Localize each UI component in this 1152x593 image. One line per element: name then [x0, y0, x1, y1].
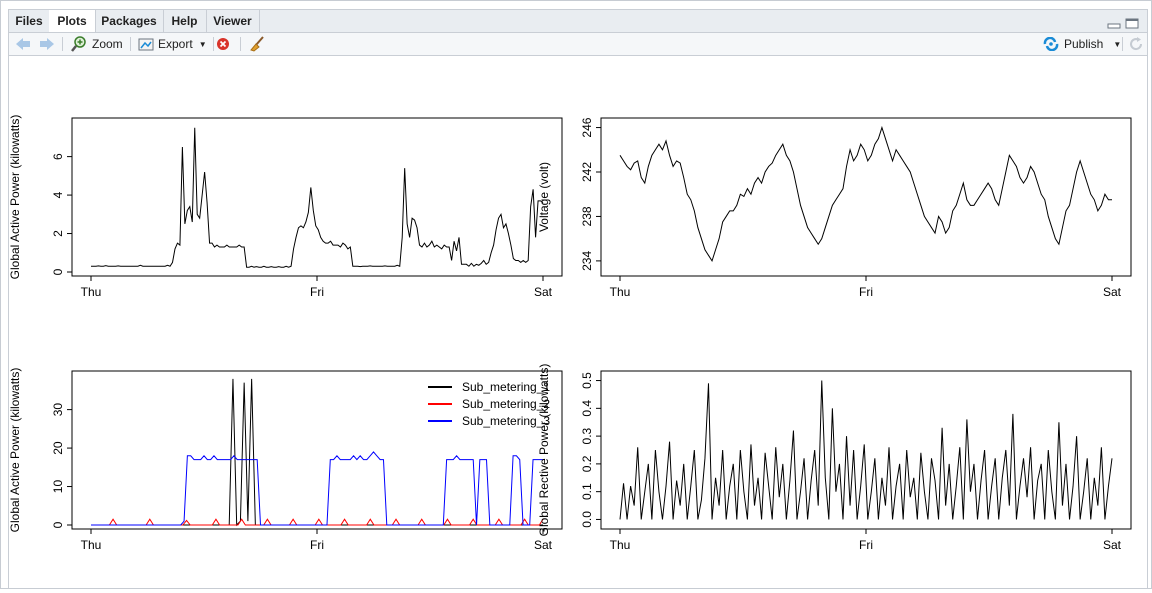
zoom-button[interactable]: Zoom: [71, 35, 123, 53]
minimize-pane-icon[interactable]: [1107, 16, 1121, 29]
tab-files[interactable]: Files: [9, 10, 50, 33]
series-line-sub-metering-2: [91, 518, 544, 526]
export-icon: [138, 37, 154, 51]
tab-plots[interactable]: Plots: [49, 10, 96, 33]
x-tick-label: Thu: [610, 538, 631, 552]
y-tick-label: 0.3: [580, 427, 594, 444]
y-axis-label: Global Rective Power (kilowatts): [537, 364, 551, 537]
chevron-down-icon: ▼: [198, 39, 207, 49]
y-tick-label: 0.1: [580, 483, 594, 500]
y-tick-label: 0.5: [580, 372, 594, 389]
series-line-main: [619, 125, 1112, 263]
remove-plot-icon[interactable]: [216, 35, 230, 53]
chart-panel-4: 0.0 0.1 0.2 0.3 0.4 0.5 Global Rective Power (…: [537, 364, 1132, 552]
plots-toolbar: Zoom Export ▼ Publish ▼: [8, 32, 1148, 56]
y-tick-label: 0.2: [580, 455, 594, 472]
y-tick-label: 238: [580, 206, 594, 226]
y-axis-label: Global Active Power (kilowatts): [9, 115, 22, 280]
x-tick-label: Fri: [310, 538, 324, 552]
series-line-sub-metering-3: [91, 451, 543, 526]
plot-frame: [71, 117, 563, 277]
legend-label: Sub_metering_1: [462, 380, 550, 394]
y-axis-label: Voltage (volt): [537, 162, 551, 232]
x-tick-label: Sat: [1103, 285, 1122, 299]
y-tick-label: 0: [51, 521, 65, 528]
y-axis-label: Global Active Power (kilowatts): [9, 368, 22, 533]
chart-panel-1: 0 2 4 6 Global Active Power (kilowatts) Thu Fr…: [8, 115, 563, 299]
y-tick-label: 0.4: [580, 400, 594, 417]
refresh-icon[interactable]: [1128, 35, 1144, 53]
legend-label: Sub_metering_3: [462, 414, 550, 428]
y-tick-label: 0: [51, 268, 65, 275]
x-tick-label: Sat: [534, 285, 553, 299]
plot-frame: [600, 117, 1132, 277]
publish-label: Publish: [1064, 37, 1104, 51]
x-tick-label: Thu: [610, 285, 631, 299]
broom-icon[interactable]: [249, 35, 265, 53]
series-line-main: [91, 127, 544, 268]
back-arrow-icon[interactable]: [15, 35, 31, 53]
export-button[interactable]: Export ▼: [138, 35, 207, 53]
y-tick-label: 4: [51, 191, 65, 198]
y-tick-label: 20: [51, 441, 65, 455]
y-tick-label: 2: [51, 230, 65, 237]
zoom-icon: [71, 36, 87, 52]
x-tick-label: Sat: [534, 538, 553, 552]
x-tick-label: Fri: [859, 538, 873, 552]
zoom-label: Zoom: [92, 37, 123, 51]
y-tick-label: 242: [580, 162, 594, 182]
forward-arrow-icon[interactable]: [39, 35, 55, 53]
tab-viewer[interactable]: Viewer: [206, 10, 260, 33]
x-tick-label: Fri: [859, 285, 873, 299]
legend-label: Sub_metering_2: [462, 397, 550, 411]
tab-help[interactable]: Help: [163, 10, 207, 33]
x-tick-label: Fri: [310, 285, 324, 299]
y-tick-label: 30: [51, 403, 65, 417]
y-tick-label: 234: [580, 251, 594, 271]
x-tick-label: Sat: [1103, 538, 1122, 552]
y-tick-label: 10: [51, 480, 65, 494]
x-tick-label: Thu: [81, 538, 102, 552]
chevron-down-icon: ▼: [1113, 39, 1122, 49]
plot-viewer: 0 2 4 6 Global Active Power (kilowatts) Thu Fr…: [8, 55, 1148, 588]
maximize-pane-icon[interactable]: [1125, 16, 1139, 29]
chart-panel-2: 234 238 242 246 Voltage (volt) Thu Fri Sat: [537, 117, 1132, 299]
export-label: Export: [158, 37, 193, 51]
pane-tabbar: Files Plots Packages Help Viewer: [8, 9, 1148, 33]
y-tick-label: 6: [51, 153, 65, 160]
y-tick-label: 246: [580, 117, 594, 137]
publish-icon: [1042, 36, 1060, 52]
y-tick-label: 0.0: [580, 511, 594, 528]
x-tick-label: Thu: [81, 285, 102, 299]
tab-packages[interactable]: Packages: [95, 10, 164, 33]
series-line-main: [619, 380, 1113, 520]
chart-panel-3: 0 10 20 30 Global Active Power (kilowatts) Th…: [8, 368, 563, 552]
publish-button[interactable]: Publish ▼: [1042, 35, 1121, 53]
